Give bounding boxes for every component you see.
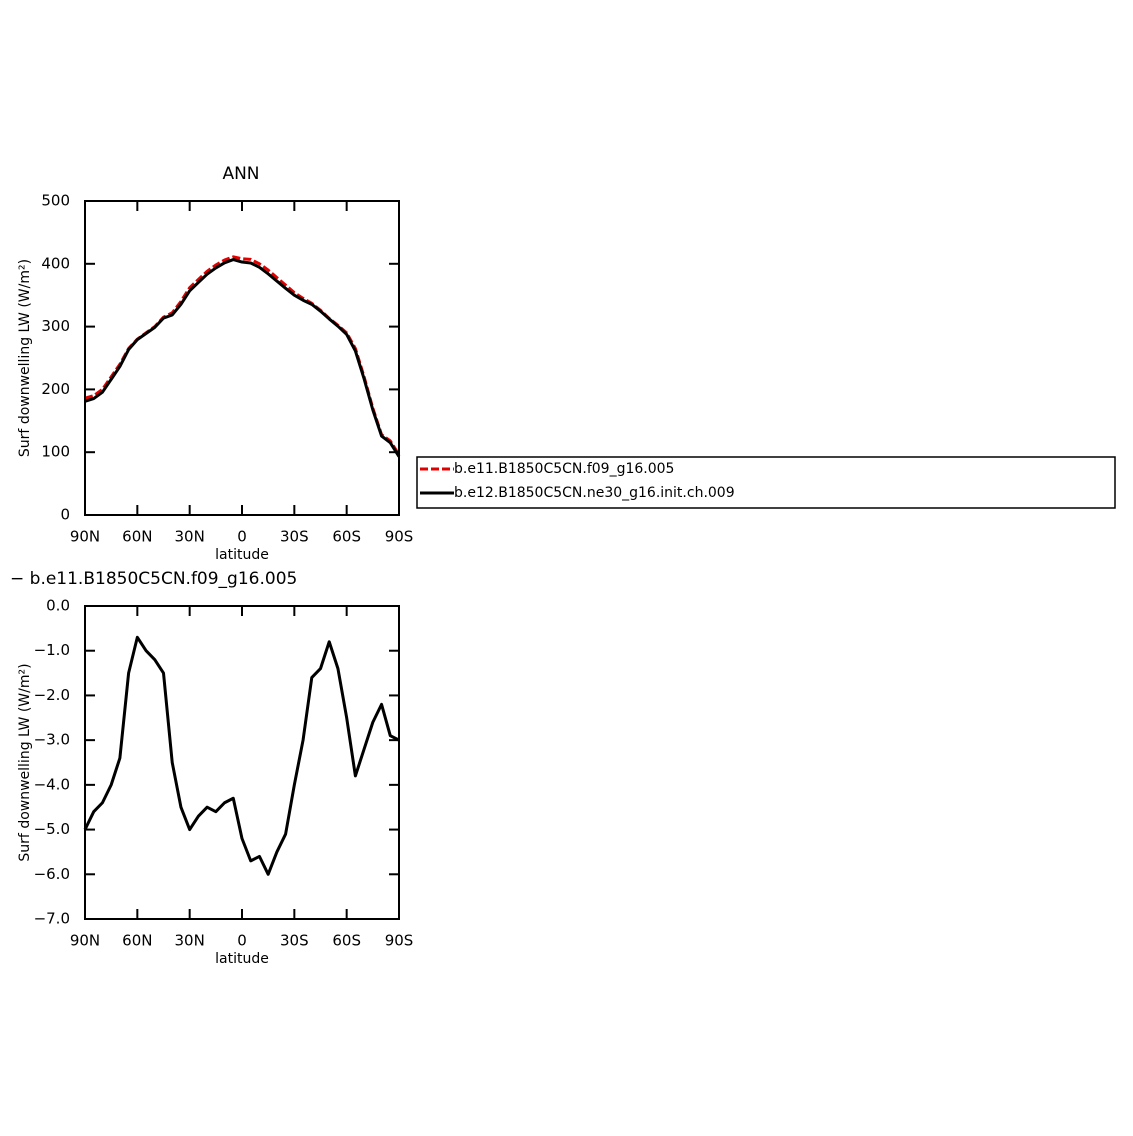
x-tick-label: 90S (385, 528, 414, 546)
y-tick-label: 200 (41, 380, 70, 398)
data-line (84, 258, 401, 458)
data-line (84, 255, 401, 456)
y-tick-label: −2.0 (34, 686, 70, 704)
legend-label: b.e11.B1850C5CN.f09_g16.005 (454, 461, 674, 477)
y-tick-label: −1.0 (34, 641, 70, 659)
y-tick-label: −7.0 (34, 910, 70, 928)
y-tick-label: −5.0 (34, 820, 70, 838)
x-tick-label: 0 (237, 932, 247, 950)
x-tick-label: 60S (332, 932, 361, 950)
chart-title: ANN (222, 164, 259, 184)
x-tick-label: 60N (122, 528, 152, 546)
data-line (83, 635, 400, 876)
y-axis-label: Surf downwelling LW (W/m²) (17, 259, 33, 457)
legend-label: b.e12.B1850C5CN.ne30_g16.init.ch.009 (454, 485, 735, 501)
y-tick-label: 0.0 (46, 597, 70, 615)
x-tick-label: 90N (70, 932, 100, 950)
x-tick-label: 30N (175, 528, 205, 546)
x-tick-label: 60N (122, 932, 152, 950)
y-tick-label: −6.0 (34, 865, 70, 883)
y-tick-label: 400 (41, 254, 70, 272)
x-axis-label: latitude (215, 547, 269, 563)
x-tick-label: 30S (280, 528, 309, 546)
y-tick-label: 0 (60, 506, 70, 524)
x-tick-label: 60S (332, 528, 361, 546)
x-tick-label: 0 (237, 528, 247, 546)
x-axis-label: latitude (215, 951, 269, 967)
x-tick-label: 30S (280, 932, 309, 950)
y-axis-label: Surf downwelling LW (W/m²) (17, 663, 33, 861)
x-tick-label: 90N (70, 528, 100, 546)
y-tick-label: −3.0 (34, 731, 70, 749)
chart-title: − b.e11.B1850C5CN.f09_g16.005 (10, 569, 297, 589)
y-tick-label: 100 (41, 443, 70, 461)
y-tick-label: 300 (41, 317, 70, 335)
plot-frame (84, 200, 400, 516)
y-tick-label: 500 (41, 192, 70, 210)
x-tick-label: 90S (385, 932, 414, 950)
legend-box (416, 456, 1116, 509)
y-tick-label: −4.0 (34, 775, 70, 793)
x-tick-label: 30N (175, 932, 205, 950)
